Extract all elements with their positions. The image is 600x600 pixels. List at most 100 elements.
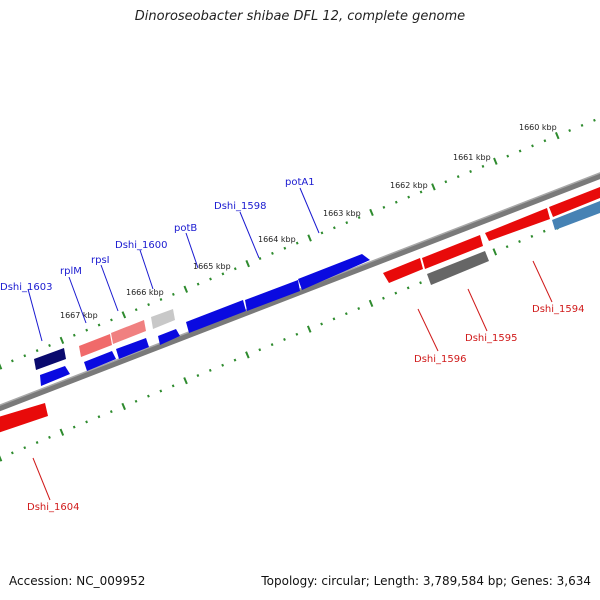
tick-mark xyxy=(295,332,299,336)
tick-mark xyxy=(121,311,127,319)
gene-Dshi_1595-gray[interactable] xyxy=(427,251,489,285)
tick-mark xyxy=(357,307,361,311)
tick-mark xyxy=(493,157,498,165)
label-Dshi_1594: Dshi_1594 xyxy=(532,304,584,315)
label-connectors xyxy=(27,187,553,501)
tick-mark xyxy=(245,351,250,359)
tick-mark xyxy=(270,343,274,347)
label-potA1: potA1 xyxy=(285,177,315,188)
label-Dshi_1603: Dshi_1603 xyxy=(0,282,52,293)
tick-mark xyxy=(542,229,546,233)
tick-mark xyxy=(332,226,336,230)
tick-mark xyxy=(444,180,448,184)
gene-Dshi_1594-a[interactable] xyxy=(485,208,550,241)
tick-mark xyxy=(48,435,51,439)
tick-mark xyxy=(394,291,398,295)
scale-labels: 1660 kbp 1661 kbp 1662 kbp 1663 kbp 1664… xyxy=(60,123,557,320)
gene-Dshi_1594-b[interactable] xyxy=(549,187,600,217)
tick-mark xyxy=(320,231,324,235)
tick-mark xyxy=(345,221,349,225)
tick-mark xyxy=(110,318,113,322)
tick-mark xyxy=(196,282,200,286)
gene-Dshi_1603[interactable] xyxy=(34,348,66,370)
tick-mark xyxy=(593,118,596,122)
tick-mark xyxy=(492,248,498,256)
label-Dshi_1604: Dshi_1604 xyxy=(27,502,79,513)
tick-mark xyxy=(320,322,323,326)
tick-mark xyxy=(134,308,138,312)
tick-mark xyxy=(283,337,286,341)
gene-rplM[interactable] xyxy=(79,334,112,357)
scale-label-1666: 1666 kbp xyxy=(126,288,164,297)
tick-mark xyxy=(97,323,101,327)
tick-mark xyxy=(85,420,88,424)
scale-label-1660: 1660 kbp xyxy=(519,123,557,132)
tick-mark xyxy=(344,312,348,316)
tick-mark xyxy=(11,359,14,363)
tick-mark xyxy=(147,303,150,307)
tick-mark xyxy=(72,333,76,337)
scale-label-1663: 1663 kbp xyxy=(323,209,361,218)
tick-mark xyxy=(221,363,225,367)
tick-mark xyxy=(171,292,175,296)
gene-Dshi_1596-a[interactable] xyxy=(383,258,423,283)
gene-Dshi_1594-blue[interactable] xyxy=(552,201,600,230)
tick-mark xyxy=(382,296,385,300)
tick-mark xyxy=(505,245,509,249)
tick-mark xyxy=(295,241,299,245)
label-rplM: rplM xyxy=(60,266,82,277)
tick-mark xyxy=(109,410,113,414)
tick-mark xyxy=(121,402,126,411)
tick-mark xyxy=(171,384,175,388)
tick-mark xyxy=(245,260,250,268)
label-Dshi_1596: Dshi_1596 xyxy=(414,354,466,365)
tick-mark xyxy=(97,415,101,419)
tick-mark xyxy=(368,299,374,307)
map-title: Dinoroseobacter shibae DFL 12, complete … xyxy=(134,9,466,24)
label-Dshi_1595: Dshi_1595 xyxy=(465,333,517,344)
tick-mark xyxy=(233,358,237,362)
gene-potB[interactable] xyxy=(186,300,246,333)
tick-mark xyxy=(159,297,163,301)
tick-mark xyxy=(233,267,237,271)
tick-mark xyxy=(518,149,522,153)
tick-mark xyxy=(35,441,39,445)
tick-mark xyxy=(134,399,138,403)
tick-mark xyxy=(271,251,274,255)
tick-mark xyxy=(407,195,411,199)
gene-Dshi_1600[interactable] xyxy=(151,309,175,329)
gene-Dshi_1600-lower[interactable] xyxy=(158,329,180,345)
tick-mark xyxy=(307,234,312,242)
tick-mark xyxy=(518,240,521,244)
tick-mark xyxy=(196,374,200,378)
tick-mark xyxy=(506,154,510,158)
tick-mark xyxy=(357,216,361,220)
gene-Dshi_1603-lower[interactable] xyxy=(40,366,70,386)
tick-mark xyxy=(555,132,560,140)
gene-Dshi_1604[interactable] xyxy=(0,403,48,434)
tick-mark xyxy=(221,272,225,276)
tick-mark xyxy=(531,144,534,148)
gene-potA1[interactable] xyxy=(298,254,370,290)
tick-mark xyxy=(306,325,312,333)
scale-label-1665: 1665 kbp xyxy=(193,262,231,271)
tick-mark xyxy=(394,200,398,204)
gene-Dshi_1595-a[interactable] xyxy=(422,235,483,269)
gene-rplM-lower[interactable] xyxy=(84,351,116,371)
tick-mark xyxy=(10,451,14,455)
gene-rpsI-lower[interactable] xyxy=(116,338,149,359)
tick-mark xyxy=(85,328,89,332)
tick-mark xyxy=(0,363,3,370)
tick-mark xyxy=(209,277,212,281)
tick-mark xyxy=(406,286,410,290)
tick-mark xyxy=(208,368,212,372)
tick-mark xyxy=(283,246,287,250)
tick-mark xyxy=(35,349,39,353)
upper-tick-track xyxy=(0,118,596,370)
genome-backbone xyxy=(0,172,600,412)
tick-mark xyxy=(431,183,436,191)
scale-label-1661: 1661 kbp xyxy=(453,153,491,162)
label-Dshi_1598: Dshi_1598 xyxy=(214,201,266,212)
gene-Dshi_1598[interactable] xyxy=(245,280,300,311)
gene-rpsI[interactable] xyxy=(111,320,146,344)
